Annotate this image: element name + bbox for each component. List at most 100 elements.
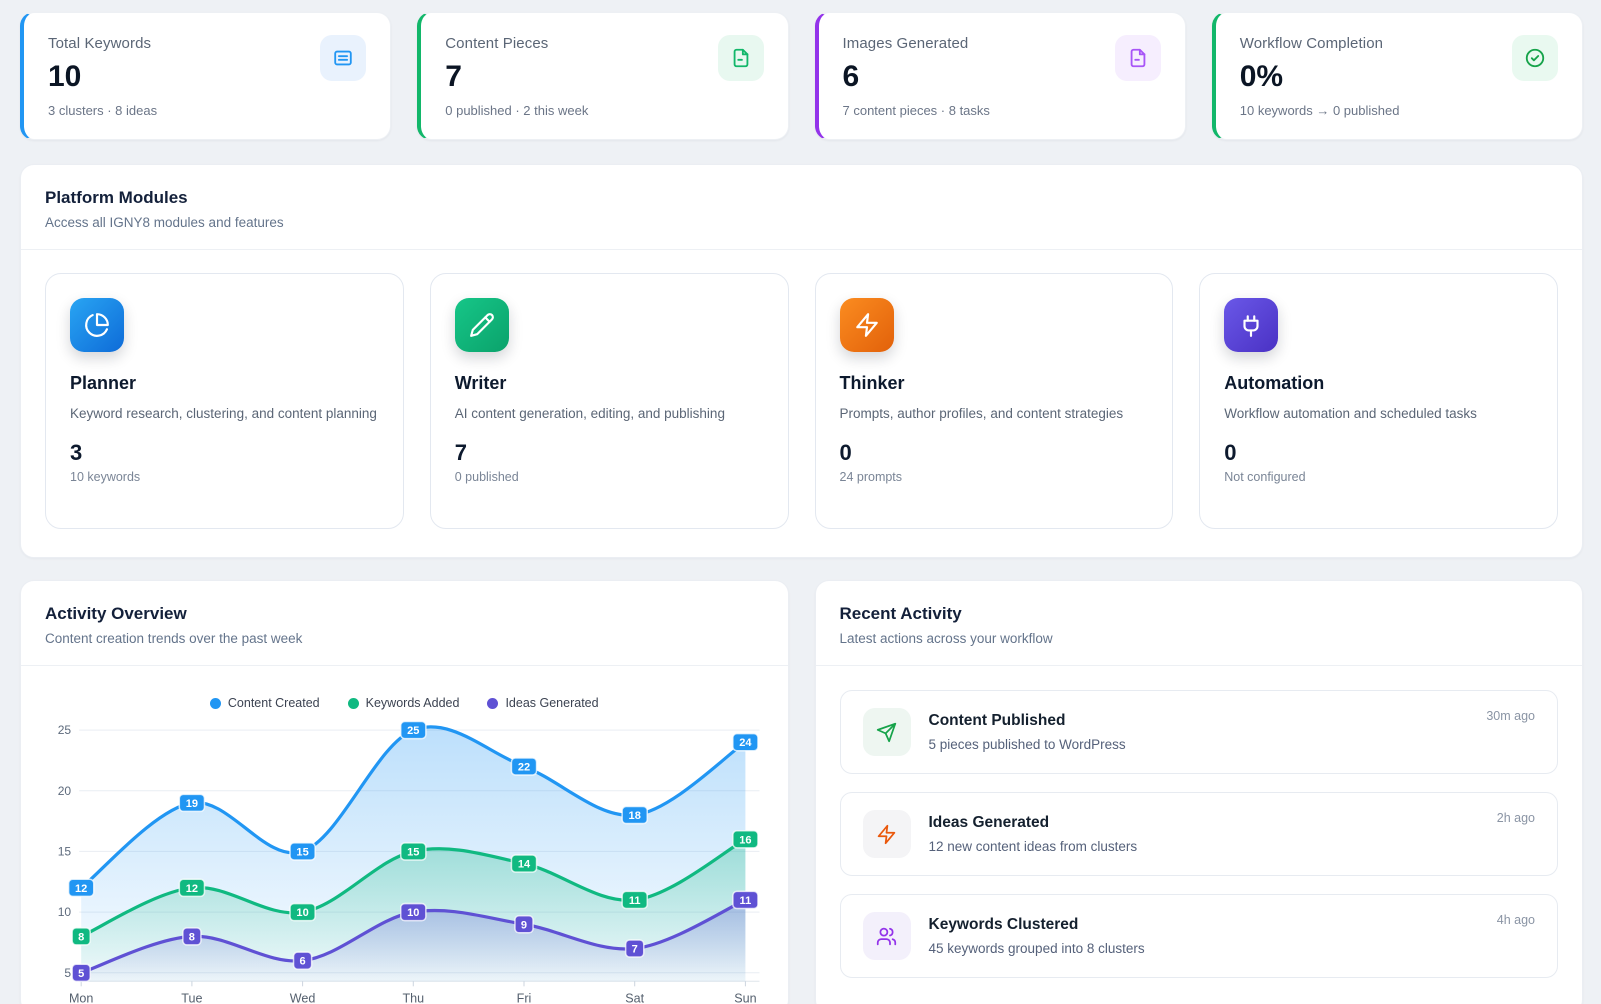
module-value: 7 <box>454 439 467 465</box>
panel-title: Activity Overview <box>45 604 187 623</box>
svg-text:10: 10 <box>296 907 308 919</box>
svg-text:15: 15 <box>296 846 308 858</box>
svg-text:8: 8 <box>189 931 195 943</box>
note-icon <box>320 35 367 81</box>
recent-activity-header: Recent Activity Latest actions across yo… <box>815 581 1582 666</box>
platform-modules-header: Platform Modules Access all IGNY8 module… <box>21 165 1582 250</box>
activity-timestamp: 30m ago <box>1486 709 1535 723</box>
svg-text:11: 11 <box>629 895 641 907</box>
module-caption: 0 published <box>454 469 519 484</box>
svg-text:Mon: Mon <box>69 991 93 1004</box>
activity-overview-panel: Activity Overview Content creation trend… <box>20 580 789 1004</box>
module-caption: 10 keywords <box>70 469 141 484</box>
stat-value: 10 <box>48 60 82 93</box>
stat-caption: 0 published · 2 this week <box>445 103 589 118</box>
module-caption: 24 prompts <box>839 469 903 484</box>
module-name: Writer <box>454 373 507 393</box>
activity-description: 45 keywords grouped into 8 clusters <box>928 941 1145 956</box>
svg-text:6: 6 <box>300 956 306 968</box>
stat-label: Images Generated <box>842 35 969 52</box>
activity-texts: Keywords Clustered 45 keywords grouped i… <box>929 916 1145 956</box>
svg-text:12: 12 <box>186 883 198 895</box>
activity-title: Ideas Generated <box>928 814 1050 831</box>
activity-title: Content Published <box>928 712 1066 729</box>
stat-value: 6 <box>842 60 860 93</box>
activity-list: Content Published 5 pieces published to … <box>816 666 1583 1002</box>
module-caption: Not configured <box>1224 469 1306 484</box>
svg-text:5: 5 <box>64 966 71 980</box>
module-card-automation[interactable]: Automation Workflow automation and sched… <box>1199 273 1558 529</box>
activity-title: Keywords Clustered <box>928 916 1079 933</box>
panel-title: Recent Activity <box>839 604 962 623</box>
activity-texts: Ideas Generated 12 new content ideas fro… <box>929 814 1138 854</box>
legend-dot <box>487 697 499 709</box>
activity-timestamp: 2h ago <box>1496 811 1535 825</box>
module-card-writer[interactable]: Writer AI content generation, editing, a… <box>429 273 789 529</box>
activity-item-content-published: Content Published 5 pieces published to … <box>839 690 1558 774</box>
file-icon <box>1114 35 1161 81</box>
svg-text:14: 14 <box>518 859 531 871</box>
activity-texts: Content Published 5 pieces published to … <box>929 712 1126 752</box>
file-icon <box>717 35 764 81</box>
svg-text:25: 25 <box>407 725 419 737</box>
module-value: 0 <box>839 439 852 465</box>
svg-text:12: 12 <box>75 883 87 895</box>
stat-caption: 3 clusters · 8 ideas <box>48 103 158 118</box>
panel-subtitle: Content creation trends over the past we… <box>45 631 303 646</box>
activity-overview-header: Activity Overview Content creation trend… <box>21 581 788 666</box>
module-value: 3 <box>70 439 83 465</box>
panel-subtitle: Access all IGNY8 modules and features <box>45 215 284 230</box>
stats-row: Total Keywords 10 3 clusters · 8 ideas C… <box>20 12 1583 140</box>
module-name: Thinker <box>839 373 905 393</box>
legend-label: Ideas Generated <box>505 696 599 710</box>
module-card-planner[interactable]: Planner Keyword research, clustering, an… <box>45 273 404 529</box>
legend-item-keywords-added[interactable]: Keywords Added <box>347 696 459 710</box>
chart-legend: Content Created Keywords Added Ideas Gen… <box>45 696 764 710</box>
module-name: Planner <box>70 373 137 393</box>
svg-text:15: 15 <box>407 846 419 858</box>
svg-text:24: 24 <box>739 737 752 749</box>
platform-modules-panel: Platform Modules Access all IGNY8 module… <box>20 164 1583 558</box>
legend-item-ideas-generated[interactable]: Ideas Generated <box>487 696 599 710</box>
activity-item-ideas-generated: Ideas Generated 12 new content ideas fro… <box>839 792 1558 876</box>
svg-text:Wed: Wed <box>290 991 316 1004</box>
svg-text:10: 10 <box>58 905 72 919</box>
svg-text:Thu: Thu <box>402 991 424 1004</box>
stat-caption: 10 keywords → 0 published <box>1239 103 1400 118</box>
svg-text:18: 18 <box>629 810 641 822</box>
module-description: Prompts, author profiles, and content st… <box>839 406 1124 421</box>
legend-dot <box>347 697 359 709</box>
activity-timestamp: 4h ago <box>1496 913 1535 927</box>
pencil-icon <box>454 298 509 352</box>
stat-value: 0% <box>1239 60 1284 93</box>
activity-description: 12 new content ideas from clusters <box>928 839 1138 854</box>
svg-text:Sat: Sat <box>625 991 644 1004</box>
chart-body: Content Created Keywords Added Ideas Gen… <box>21 666 788 1004</box>
stat-card-content-pieces: Content Pieces 7 0 published · 2 this we… <box>417 12 789 140</box>
svg-text:22: 22 <box>518 761 530 773</box>
send-icon <box>862 708 911 756</box>
module-card-thinker[interactable]: Thinker Prompts, author profiles, and co… <box>814 273 1174 529</box>
stat-card-total-keywords: Total Keywords 10 3 clusters · 8 ideas <box>20 12 392 140</box>
svg-text:16: 16 <box>739 834 751 846</box>
svg-text:15: 15 <box>58 844 72 858</box>
module-description: Keyword research, clustering, and conten… <box>70 406 377 421</box>
svg-text:9: 9 <box>521 919 527 931</box>
stat-card-images-generated: Images Generated 6 7 content pieces · 8 … <box>814 12 1186 140</box>
activity-item-keywords-clustered: Keywords Clustered 45 keywords grouped i… <box>839 894 1558 978</box>
plug-icon <box>1224 298 1279 352</box>
svg-text:8: 8 <box>78 931 84 943</box>
activity-description: 5 pieces published to WordPress <box>928 737 1126 752</box>
module-description: Workflow automation and scheduled tasks <box>1224 406 1477 421</box>
svg-text:Fri: Fri <box>517 991 532 1004</box>
stat-label: Content Pieces <box>445 35 549 52</box>
zap-icon <box>862 810 911 858</box>
svg-text:Sun: Sun <box>734 991 756 1004</box>
legend-item-content-created[interactable]: Content Created <box>209 696 320 710</box>
pie-chart-icon <box>70 298 124 352</box>
legend-label: Content Created <box>227 696 320 710</box>
svg-text:10: 10 <box>407 907 419 919</box>
module-description: AI content generation, editing, and publ… <box>454 406 725 421</box>
check-circle-icon <box>1512 35 1558 81</box>
svg-text:7: 7 <box>632 944 638 956</box>
